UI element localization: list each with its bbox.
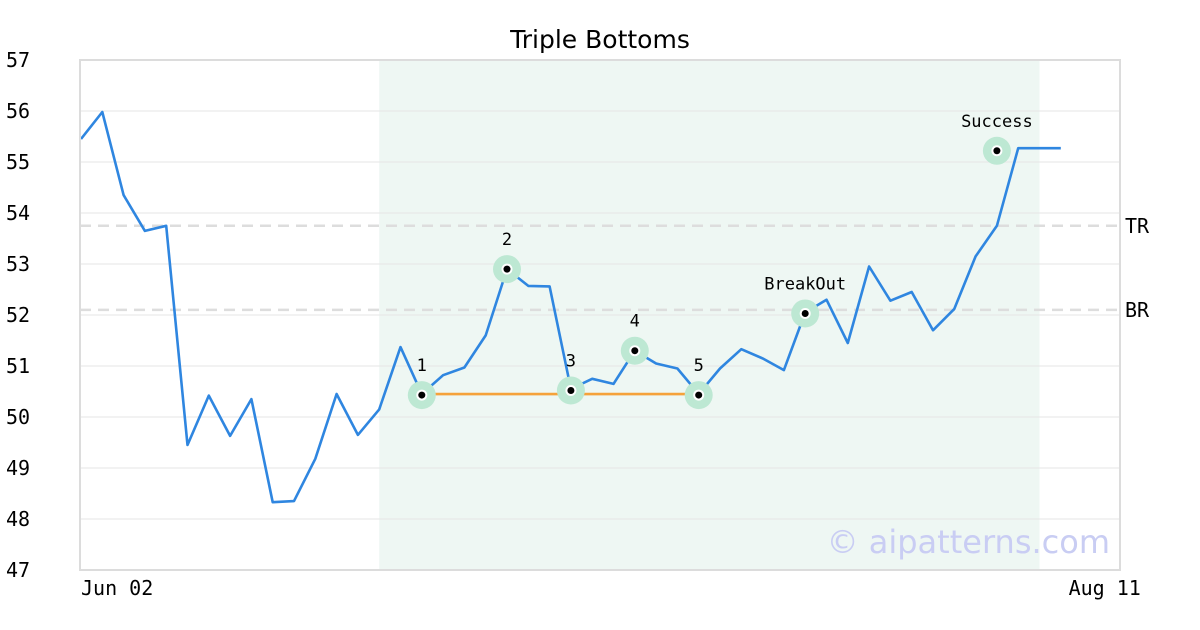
marker-label-1: 1 xyxy=(417,356,427,376)
marker-dot-2 xyxy=(503,265,511,273)
y-tick-label: 56 xyxy=(6,99,30,123)
y-tick-label: 53 xyxy=(6,252,30,276)
x-tick-label: Aug 11 xyxy=(1069,576,1141,600)
y-tick-label: 54 xyxy=(6,201,30,225)
plot-frame xyxy=(79,59,1121,571)
marker-dot-3 xyxy=(567,386,575,394)
y-tick-label: 50 xyxy=(6,405,30,429)
marker-dot-1 xyxy=(418,391,426,399)
level-label-br: BR xyxy=(1125,298,1150,322)
watermark: © aipatterns.com xyxy=(827,523,1110,561)
marker-label-success: Success xyxy=(961,112,1033,132)
marker-label-2: 2 xyxy=(502,230,512,250)
marker-dot-4 xyxy=(631,347,639,355)
marker-label-3: 3 xyxy=(566,351,576,371)
y-tick-label: 51 xyxy=(6,354,30,378)
pattern-markers: 1 2 3 4 5 BreakOut Success xyxy=(407,112,1033,410)
x-axis-ticks: Jun 02 Aug 11 xyxy=(81,576,1141,600)
chart-title: Triple Bottoms xyxy=(509,25,690,54)
marker-dot-breakout xyxy=(801,309,809,317)
level-lines: TR BR xyxy=(80,214,1150,322)
y-tick-label: 57 xyxy=(6,48,30,72)
marker-dot-success xyxy=(993,147,1001,155)
y-tick-label: 47 xyxy=(6,558,30,582)
level-label-tr: TR xyxy=(1125,214,1150,238)
marker-label-5: 5 xyxy=(694,356,704,376)
x-tick-label: Jun 02 xyxy=(81,576,153,600)
marker-label-breakout: BreakOut xyxy=(764,274,846,294)
marker-dot-5 xyxy=(695,391,703,399)
y-tick-label: 48 xyxy=(6,507,30,531)
marker-label-4: 4 xyxy=(630,312,640,332)
y-tick-label: 49 xyxy=(6,456,30,480)
y-tick-label: 55 xyxy=(6,150,30,174)
y-axis-ticks: 47 48 49 50 51 52 53 54 55 56 57 xyxy=(6,48,30,582)
y-tick-label: 52 xyxy=(6,303,30,327)
